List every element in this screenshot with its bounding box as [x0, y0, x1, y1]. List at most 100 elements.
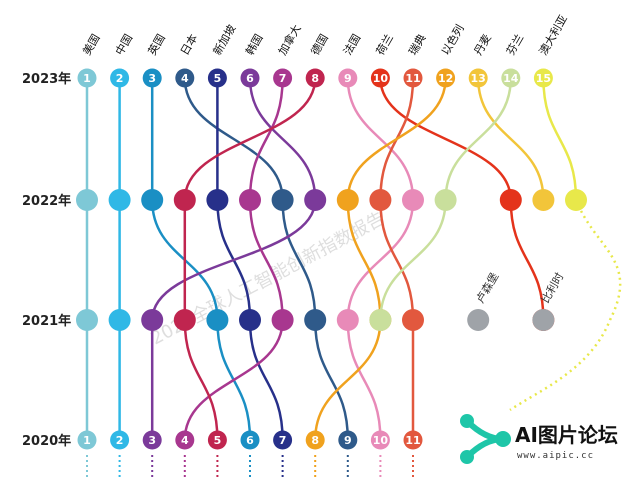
node-荷兰-2022	[499, 189, 522, 211]
exit-australia	[509, 199, 622, 412]
node-rank-label: 2	[116, 434, 124, 447]
node-rank-label: 7	[279, 434, 287, 447]
year-label: 2023年	[22, 71, 71, 87]
node-rank-label: 14	[503, 72, 519, 85]
node-瑞典-2020	[403, 430, 423, 450]
watermark-url: www.aipic.cc	[517, 451, 595, 461]
node-加拿大-2023	[273, 68, 293, 88]
node-rank-label: 13	[471, 72, 486, 85]
node-rank-label: 9	[344, 434, 352, 447]
node-中国-2022	[108, 189, 131, 211]
link-丹麦	[476, 77, 545, 201]
links	[85, 77, 622, 478]
link-澳大利亚	[542, 77, 578, 201]
country-label: 瑞典	[405, 31, 428, 57]
node-中国-2021	[108, 309, 131, 331]
node-美国-2023	[77, 68, 97, 88]
node-以色列-2020	[305, 430, 325, 450]
node-芬兰-2021	[369, 309, 392, 331]
node-英国-2020	[240, 430, 260, 450]
link-德国	[183, 319, 219, 441]
node-法国-2022	[402, 189, 424, 211]
node-比利时-2021	[532, 309, 555, 331]
watermark-title: AI图片论坛	[515, 423, 618, 447]
country-label: 英国	[145, 31, 168, 57]
node-英国-2022	[141, 189, 164, 211]
node-法国-2021	[336, 309, 359, 331]
watermark-logo-icon	[460, 414, 511, 464]
node-卢森堡-2021	[467, 309, 490, 331]
node-芬兰-2023	[501, 68, 521, 88]
node-荷兰-2023	[370, 68, 390, 88]
node-rank-label: 11	[405, 434, 420, 447]
link-以色列	[346, 77, 447, 201]
node-韩国-2021	[141, 309, 164, 331]
link-德国	[183, 77, 317, 201]
link-法国	[346, 319, 382, 441]
link-加拿大	[248, 199, 284, 321]
link-芬兰	[444, 77, 513, 201]
node-加拿大-2020	[175, 430, 195, 450]
country-label: 芬兰	[504, 32, 526, 58]
node-以色列-2022	[336, 189, 359, 211]
node-新加坡-2021	[239, 309, 261, 331]
node-rank-label: 5	[214, 72, 222, 85]
node-日本-2021	[304, 309, 327, 331]
node-rank-label: 1	[83, 434, 91, 447]
node-新加坡-2023	[207, 68, 227, 88]
link-法国	[346, 199, 415, 321]
node-rank-label: 7	[279, 72, 287, 85]
link-加拿大	[248, 77, 284, 201]
watermark: AI图片论坛 www.aipic.cc	[455, 405, 640, 483]
country-label: 荷兰	[374, 32, 396, 58]
link-日本	[313, 319, 350, 441]
link-韩国	[248, 77, 317, 201]
node-加拿大-2021	[271, 309, 294, 331]
link-日本	[183, 77, 284, 201]
node-美国-2022	[76, 189, 98, 211]
link-加拿大	[183, 319, 284, 441]
country-label: 德国	[308, 31, 331, 57]
node-rank-label: 1	[83, 72, 91, 85]
node-美国-2021	[76, 309, 98, 331]
node-法国-2023	[338, 68, 358, 88]
node-韩国-2022	[304, 189, 327, 211]
node-德国-2020	[207, 430, 227, 450]
country-label: 中国	[113, 32, 135, 58]
country-label: 丹麦	[472, 32, 494, 58]
country-label: 新加坡	[210, 22, 239, 58]
node-日本-2023	[175, 68, 195, 88]
node-澳大利亚-2023	[533, 68, 553, 88]
node-中国-2023	[110, 68, 130, 88]
node-英国-2021	[206, 309, 229, 331]
node-rank-label: 4	[181, 434, 189, 447]
link-以色列	[346, 199, 382, 321]
country-label: 日本	[177, 31, 200, 57]
year-label: 2021年	[22, 313, 71, 329]
extra-node-label: 卢森堡	[473, 270, 502, 306]
link-新加坡	[248, 319, 284, 441]
node-德国-2022	[173, 189, 196, 211]
node-rank-label: 8	[311, 72, 319, 85]
node-美国-2020	[77, 430, 97, 450]
node-丹麦-2022	[532, 189, 555, 211]
country-label: 韩国	[242, 31, 265, 57]
node-rank-label: 6	[246, 72, 254, 85]
link-日本	[281, 199, 317, 321]
node-瑞典-2021	[402, 309, 424, 331]
country-label: 法国	[340, 31, 363, 57]
node-rank-label: 2	[116, 72, 124, 85]
node-新加坡-2022	[206, 189, 229, 211]
node-rank-label: 10	[373, 434, 389, 447]
node-韩国-2023	[240, 68, 260, 88]
node-中国-2020	[110, 430, 130, 450]
node-新加坡-2020	[273, 430, 293, 450]
link-芬兰	[379, 199, 447, 321]
node-rank-label: 5	[214, 434, 222, 447]
link-瑞典	[379, 199, 415, 321]
year-label: 2020年	[22, 433, 71, 449]
node-rank-label: 3	[148, 434, 156, 447]
node-日本-2022	[271, 189, 294, 211]
